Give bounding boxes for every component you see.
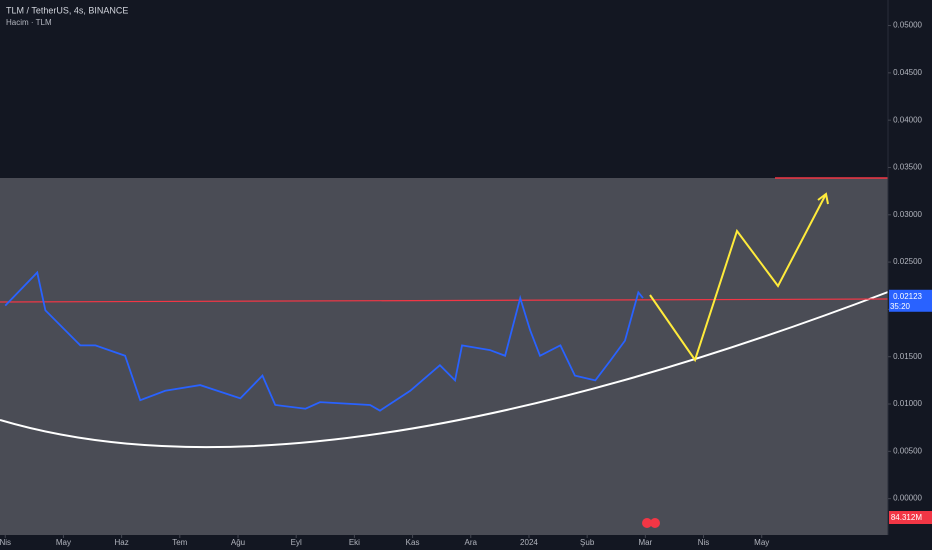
projection xyxy=(649,193,827,363)
y-tick-label: 0.00500 xyxy=(893,446,922,455)
y-tick-label: 0.03500 xyxy=(893,163,922,172)
x-tick-label: Şub xyxy=(580,538,595,547)
x-tick-label: Nis xyxy=(698,538,710,547)
chart-title: TLM / TetherUS, 4s, BINANCE xyxy=(6,5,128,15)
x-tick-label: Ara xyxy=(465,538,478,547)
x-tick-label: Nis xyxy=(0,538,11,547)
event-icon xyxy=(650,518,660,528)
x-tick-label: Ağu xyxy=(231,538,245,547)
y-tick-label: 0.03000 xyxy=(893,210,922,219)
y-tick-label: 0.04000 xyxy=(893,115,922,124)
volume-label: 84.312M xyxy=(891,513,922,522)
range-box xyxy=(0,178,888,535)
x-tick-label: Tem xyxy=(172,538,187,547)
y-tick-label: 0.04500 xyxy=(893,68,922,77)
volume-label-box xyxy=(889,511,932,524)
x-tick-label: 2024 xyxy=(520,538,538,547)
x-tick-label: Mar xyxy=(638,538,652,547)
countdown: 35:20 xyxy=(890,302,911,311)
x-tick-label: May xyxy=(754,538,769,547)
x-tick-label: Haz xyxy=(115,538,129,547)
y-tick-label: 0.05000 xyxy=(893,21,922,30)
y-tick-label: 0.01500 xyxy=(893,352,922,361)
subtitle: Hacim · TLM xyxy=(6,18,52,27)
event-icon xyxy=(642,518,652,528)
x-tick-label: Eki xyxy=(349,538,360,547)
price-label-box xyxy=(889,289,932,312)
y-tick-label: 0.00000 xyxy=(893,494,922,503)
projection-arrow xyxy=(817,192,829,205)
x-tick-label: Eyl xyxy=(291,538,302,547)
x-tick-label: Kas xyxy=(406,538,420,547)
curve-drawing xyxy=(0,291,889,449)
level-line xyxy=(0,298,889,303)
x-tick-label: May xyxy=(56,538,71,547)
price-line xyxy=(4,270,644,412)
y-tick-label: 0.01000 xyxy=(893,399,922,408)
y-tick-label: 0.02500 xyxy=(893,257,922,266)
price-label: 0.02123 xyxy=(893,292,922,301)
